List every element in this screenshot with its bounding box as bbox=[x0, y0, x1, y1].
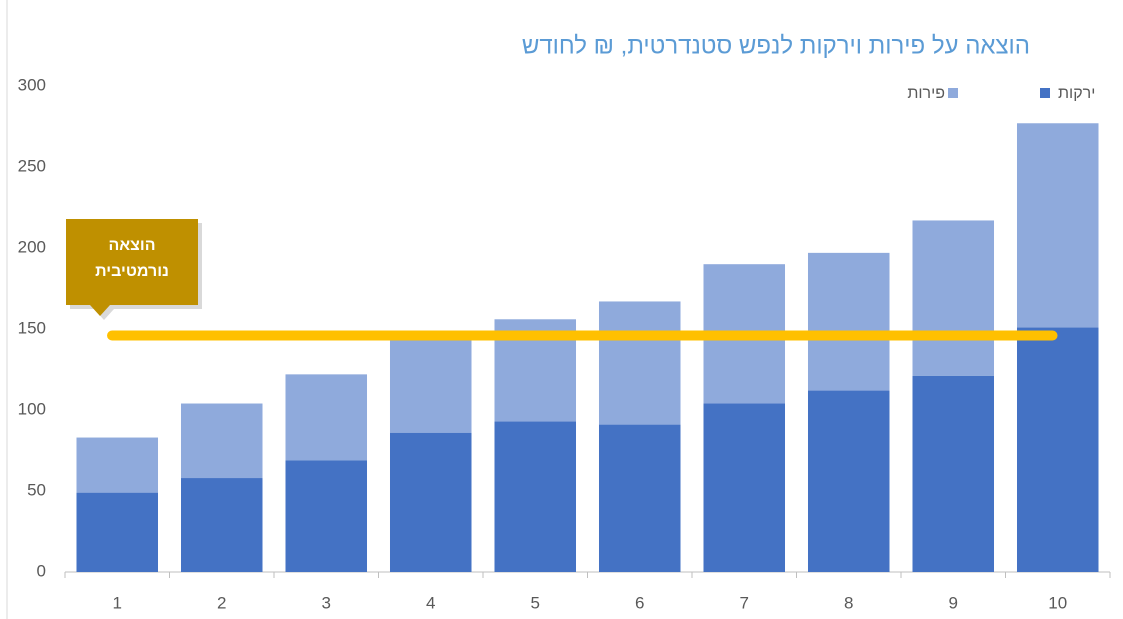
x-tick-label: 7 bbox=[740, 593, 749, 612]
legend-swatch bbox=[1040, 88, 1050, 98]
bar bbox=[807, 390, 890, 572]
x-tick-label: 6 bbox=[635, 593, 644, 612]
y-tick-label: 250 bbox=[18, 156, 46, 175]
bar bbox=[1016, 327, 1099, 572]
x-tick-label: 4 bbox=[426, 593, 435, 612]
bar bbox=[912, 220, 995, 376]
bar bbox=[912, 375, 995, 572]
bar bbox=[494, 421, 577, 572]
bar bbox=[703, 403, 786, 572]
chart-title: הוצאה על פירות וירקות לנפש סטנדרטית, ₪ ל… bbox=[522, 32, 1030, 59]
y-tick-label: 100 bbox=[18, 399, 46, 418]
x-tick-label: 2 bbox=[217, 593, 226, 612]
bar bbox=[180, 478, 263, 572]
bar bbox=[598, 424, 681, 572]
callout bbox=[66, 219, 198, 316]
bar bbox=[76, 492, 159, 572]
bar bbox=[285, 374, 368, 461]
y-tick-label: 150 bbox=[18, 318, 46, 337]
bar bbox=[1016, 123, 1099, 328]
y-tick-label: 0 bbox=[37, 561, 46, 580]
x-tick-label: 9 bbox=[949, 593, 958, 612]
bar bbox=[598, 301, 681, 425]
legend-label: פירות bbox=[907, 85, 945, 102]
x-tick-label: 1 bbox=[113, 593, 122, 612]
legend-label: ירקות bbox=[1058, 85, 1095, 102]
legend-swatch bbox=[948, 88, 958, 98]
y-tick-label: 300 bbox=[18, 75, 46, 94]
bar bbox=[76, 437, 159, 493]
callout-text: נורמטיבית bbox=[95, 263, 169, 280]
x-tick-label: 3 bbox=[322, 593, 331, 612]
y-tick-label: 50 bbox=[27, 480, 46, 499]
x-tick-label: 10 bbox=[1048, 593, 1067, 612]
x-tick-label: 8 bbox=[844, 593, 853, 612]
callout-text: הוצאה bbox=[108, 237, 155, 254]
bar bbox=[807, 252, 890, 391]
bar bbox=[389, 338, 472, 433]
bar bbox=[285, 460, 368, 572]
bar bbox=[389, 432, 472, 572]
bar bbox=[180, 403, 263, 479]
x-tick-label: 5 bbox=[531, 593, 540, 612]
y-tick-label: 200 bbox=[18, 237, 46, 256]
